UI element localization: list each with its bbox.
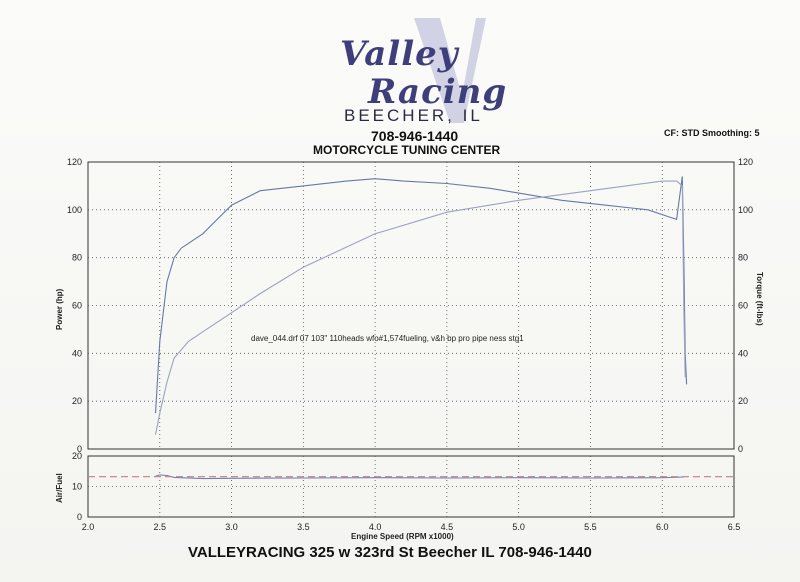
city-label: BEECHER, IL bbox=[344, 106, 483, 125]
x-axis-ticks: 2.0 2.5 3.0 3.5 4.0 4.5 5.0 5.5 6.0 6.5 bbox=[82, 522, 741, 532]
main-series bbox=[154, 176, 688, 435]
phone-number: 708-946-1440 bbox=[371, 128, 459, 144]
main-grid bbox=[88, 162, 734, 449]
y-tick-label-left: 100 bbox=[67, 205, 82, 215]
x-tick-label: 5.5 bbox=[584, 522, 597, 532]
y-tick-label-right: 120 bbox=[738, 157, 753, 167]
y-tick-label-right: 40 bbox=[738, 348, 748, 358]
afr-y-tick-label: 20 bbox=[72, 451, 82, 461]
afr-grid bbox=[88, 456, 734, 517]
y-tick-label-right: 0 bbox=[738, 444, 743, 454]
main-ticks: 0 0 20 20 40 40 60 60 80 80 100 100 120 120 bbox=[67, 157, 753, 454]
x-tick-label: 2.0 bbox=[82, 522, 95, 532]
logo-valley-text: Valley bbox=[340, 34, 459, 74]
y-tick-label-left: 40 bbox=[72, 348, 82, 358]
footer-address: VALLEYRACING 325 w 323rd St Beecher IL 7… bbox=[188, 544, 592, 561]
x-tick-label: 5.0 bbox=[512, 522, 525, 532]
x-tick-label: 4.0 bbox=[369, 522, 382, 532]
y-tick-label-left: 60 bbox=[72, 301, 82, 311]
y-tick-label-right: 100 bbox=[738, 205, 753, 215]
afr-y-tick-label: 0 bbox=[77, 512, 82, 522]
correction-factor-info: CF: STD Smoothing: 5 bbox=[664, 128, 760, 138]
y-tick-label-left: 20 bbox=[72, 396, 82, 406]
x-axis-label: Engine Speed (RPM x1000) bbox=[351, 532, 454, 541]
y-tick-label-right: 60 bbox=[738, 301, 748, 311]
y-axis-label-afr: Air/Fuel bbox=[55, 473, 64, 503]
run-annotation: dave_044.drf 07 103" 110heads wfo#1,574f… bbox=[251, 334, 524, 343]
afr-series bbox=[88, 474, 734, 480]
afr-ticks: 0 10 20 bbox=[72, 451, 82, 522]
x-tick-label: 3.0 bbox=[225, 522, 238, 532]
afr-line bbox=[155, 474, 684, 480]
x-tick-label: 3.5 bbox=[297, 522, 310, 532]
afr-y-tick-label: 10 bbox=[72, 482, 82, 492]
y-axis-label-torque: Torque (ft-lbs) bbox=[755, 272, 764, 326]
logo-racing-text: Racing bbox=[368, 72, 508, 112]
power-curve bbox=[154, 180, 686, 435]
x-tick-label: 6.0 bbox=[656, 522, 669, 532]
valley-racing-logo: Valley Racing bbox=[328, 18, 506, 130]
torque-curve bbox=[154, 176, 688, 414]
x-tick-label: 6.5 bbox=[728, 522, 741, 532]
y-tick-label-left: 80 bbox=[72, 253, 82, 263]
y-axis-label-power: Power (hp) bbox=[55, 288, 64, 330]
x-tick-label: 4.5 bbox=[441, 522, 454, 532]
logo-v-shape bbox=[414, 18, 486, 123]
y-tick-label-right: 80 bbox=[738, 253, 748, 263]
chart-subtitle: MOTORCYCLE TUNING CENTER bbox=[313, 143, 501, 157]
y-tick-label-right: 20 bbox=[738, 396, 748, 406]
x-tick-label: 2.5 bbox=[154, 522, 167, 532]
y-tick-label-left: 120 bbox=[67, 157, 82, 167]
y-tick-label-left: 0 bbox=[77, 444, 82, 454]
